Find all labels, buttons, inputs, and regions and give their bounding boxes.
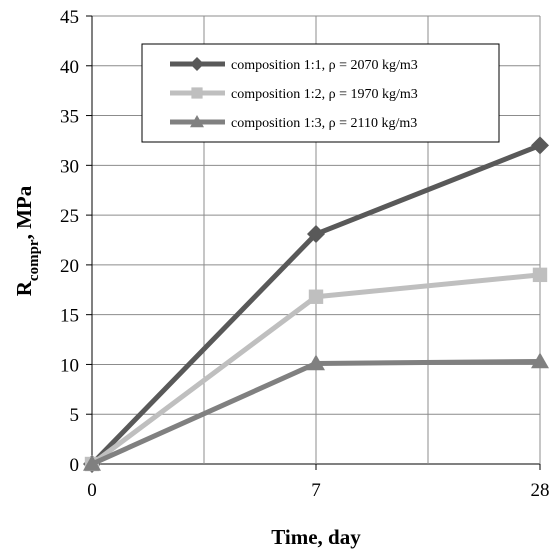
diamond-marker (190, 57, 204, 71)
triangle-marker (190, 115, 204, 128)
x-tick-label: 28 (531, 480, 550, 501)
y-axis-title-main: R (12, 280, 36, 296)
y-tick-label: 0 (70, 455, 80, 476)
legend-entry: composition 1:3, ρ = 2110 kg/m3 (170, 115, 417, 131)
legend-label: composition 1:3, ρ = 2110 kg/m3 (231, 116, 417, 131)
legend-entry: composition 1:2, ρ = 1970 kg/m3 (170, 87, 418, 102)
x-axis-title: Time, day (271, 525, 361, 549)
square-marker (532, 267, 548, 283)
diamond-marker (531, 136, 549, 155)
x-tick-label: 7 (311, 480, 321, 501)
y-tick-label: 25 (60, 206, 79, 227)
y-tick-label: 35 (60, 107, 79, 128)
diamond-marker (307, 225, 325, 244)
y-tick-label: 40 (60, 57, 79, 78)
y-axis-title-unit: , MPa (12, 185, 36, 239)
square-marker (308, 289, 324, 304)
y-tick-label: 45 (60, 7, 79, 28)
triangle-marker (83, 455, 101, 471)
y-tick-label: 15 (60, 306, 79, 327)
series-3 (83, 352, 549, 471)
y-tick-label: 10 (60, 355, 79, 376)
x-tick-label: 0 (87, 480, 97, 501)
y-axis-title-sub: compr (26, 239, 42, 281)
y-axis-title: Rcompr, MPa (12, 185, 42, 296)
legend-entry: composition 1:1, ρ = 2070 kg/m3 (170, 57, 418, 73)
y-tick-label: 20 (60, 256, 79, 277)
y-tick-labels: 0 5 10 15 20 25 30 35 40 45 (60, 7, 79, 476)
y-tick-label: 5 (70, 405, 80, 426)
y-tick-label: 30 (60, 156, 79, 177)
legend: composition 1:1, ρ = 2070 kg/m3 compositi… (141, 43, 500, 143)
series-group (83, 136, 549, 473)
triangle-marker (307, 354, 325, 371)
x-tick-labels: 0 7 28 (87, 480, 549, 501)
legend-label: composition 1:1, ρ = 2070 kg/m3 (231, 58, 418, 73)
legend-label: composition 1:2, ρ = 1970 kg/m3 (231, 87, 418, 102)
square-marker (191, 87, 203, 99)
triangle-marker (531, 352, 549, 369)
